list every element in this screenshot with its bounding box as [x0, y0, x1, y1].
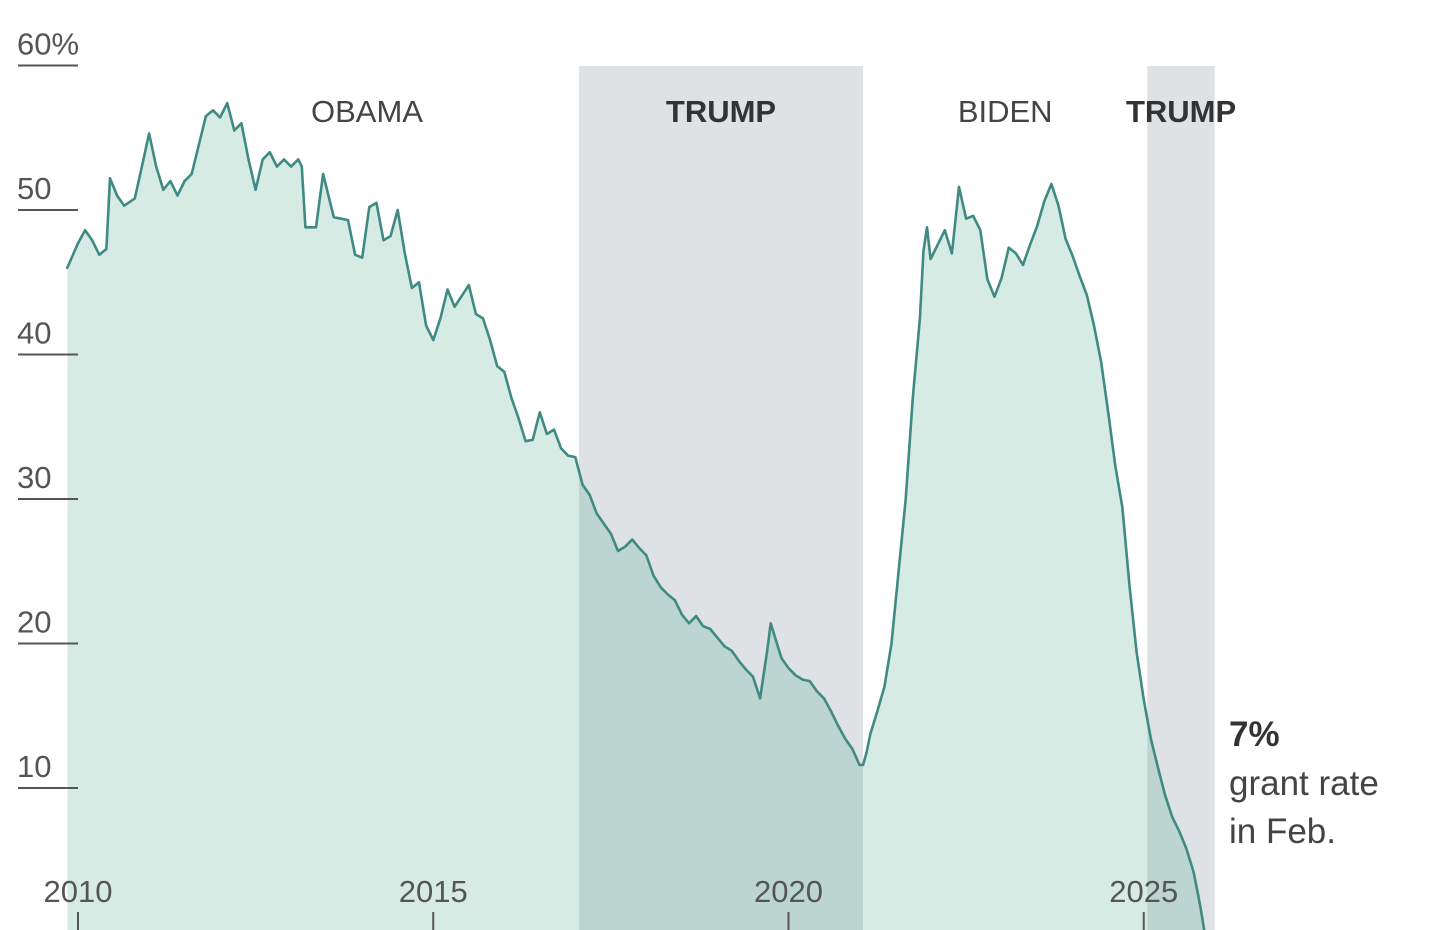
- y-tick-label-1: 50: [17, 171, 51, 206]
- era-label-1: TRUMP: [666, 94, 776, 129]
- area-segment-3: [1147, 719, 1215, 930]
- y-tick-label-4: 20: [17, 605, 51, 640]
- x-tick-label-3: 2025: [1109, 874, 1178, 909]
- endpoint-annotation: 7% grant rate in Feb.: [1229, 715, 1379, 851]
- y-tick-label-5: 10: [17, 749, 51, 784]
- x-tick-label-2: 2020: [754, 874, 823, 909]
- gridlines: [18, 64, 1145, 930]
- x-tick-label-1: 2015: [399, 874, 468, 909]
- y-tick-label-2: 40: [17, 316, 51, 351]
- area-fill: [67, 103, 1215, 930]
- era-label-2: BIDEN: [958, 94, 1053, 129]
- x-tick-label-0: 2010: [44, 874, 113, 909]
- y-tick-label-3: 30: [17, 460, 51, 495]
- y-tick-label-0: 60%: [17, 27, 79, 62]
- annotation-line-1: grant rate: [1229, 764, 1379, 803]
- area-segment-1: [578, 470, 864, 930]
- area-segment-0: [67, 103, 579, 930]
- era-label-3: TRUMP: [1126, 94, 1236, 129]
- era-label-0: OBAMA: [311, 94, 423, 129]
- series-line: [66, 101, 1206, 930]
- annotation-value: 7%: [1229, 715, 1280, 754]
- area-segment-2: [863, 184, 1148, 930]
- series-line-layer: [66, 101, 1206, 930]
- annotation-line-2: in Feb.: [1229, 812, 1336, 851]
